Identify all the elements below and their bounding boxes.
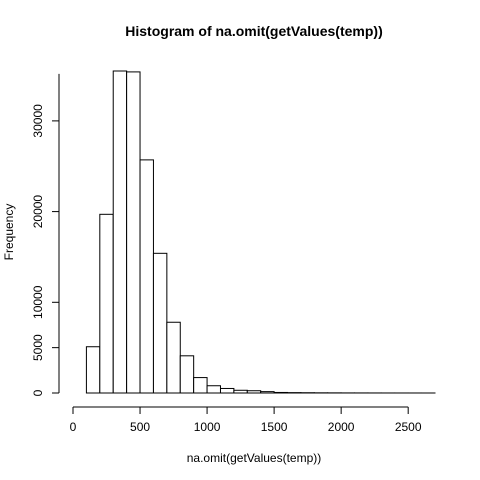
y-tick-label: 20000: [31, 195, 45, 229]
y-tick-label: 30000: [31, 104, 45, 138]
x-axis: 0 500 1000 1500 2000 2500: [70, 406, 422, 434]
histogram-bar: [152, 252, 168, 394]
histogram-bar: [233, 389, 248, 394]
x-tick-label: 1000: [194, 420, 221, 434]
histogram-bar: [166, 321, 181, 394]
histogram-bar: [126, 71, 141, 394]
histogram-bar: [99, 213, 114, 394]
x-tick-label: 2500: [395, 420, 422, 434]
histogram-bar: [85, 346, 101, 394]
x-tick-label: 2000: [328, 420, 355, 434]
x-tick-label: 500: [130, 420, 150, 434]
x-tick-label: 0: [70, 420, 77, 434]
histogram-bar: [179, 355, 195, 394]
y-axis: 0 5000 10000 20000 30000: [31, 73, 60, 396]
histogram-bar: [273, 391, 289, 394]
y-tick-label: 0: [31, 389, 45, 396]
y-tick-label: 10000: [31, 285, 45, 319]
histogram-bar: [246, 390, 262, 394]
histogram-bar: [193, 377, 208, 394]
histogram-bar: [219, 387, 235, 394]
histogram-bar: [112, 70, 128, 394]
histogram-bar: [206, 385, 221, 394]
bars-group: [85, 70, 436, 394]
x-tick-label: 1500: [261, 420, 288, 434]
x-axis-label: na.omit(getValues(temp)): [187, 451, 322, 465]
y-tick-label: 5000: [31, 334, 45, 361]
y-axis-label: Frequency: [2, 204, 16, 261]
histogram-bar: [260, 391, 275, 394]
chart-title: Histogram of na.omit(getValues(temp)): [125, 23, 382, 39]
histogram-bar: [139, 159, 154, 394]
